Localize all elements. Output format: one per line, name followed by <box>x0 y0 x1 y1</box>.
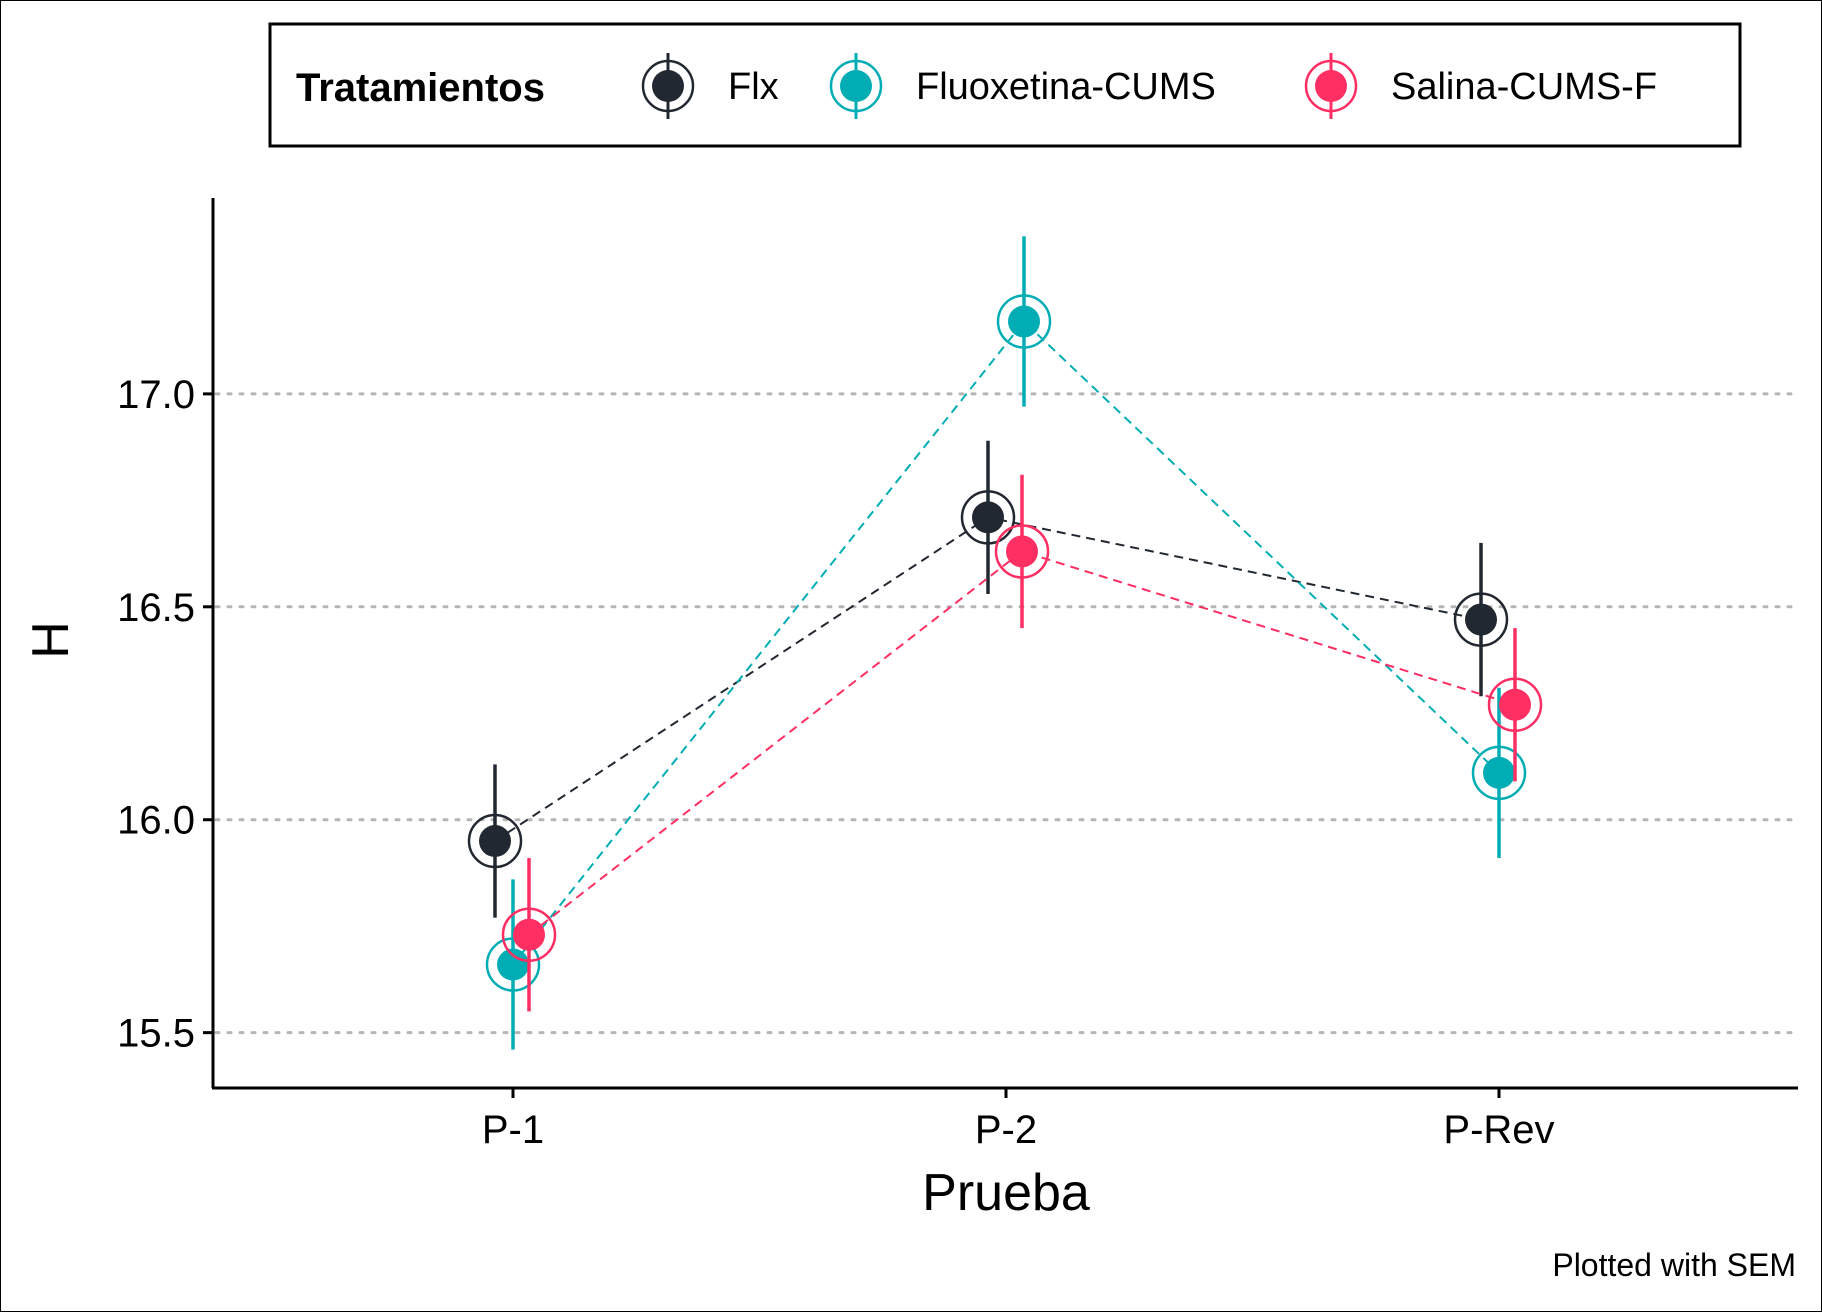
x-ticks: P-1 P-2 P-Rev <box>482 1088 1555 1152</box>
legend-key-ring <box>1304 59 1358 113</box>
data-point <box>513 918 545 951</box>
legend-key-point <box>652 70 684 102</box>
y-tick-label: 16.5 <box>117 586 195 630</box>
data-point <box>972 501 1004 534</box>
legend-item: Fluoxetina-CUMS <box>829 53 1216 119</box>
series-line <box>528 550 1516 936</box>
series-line <box>512 320 1500 966</box>
y-tick-label: 15.5 <box>117 1012 195 1056</box>
legend-label: Flx <box>728 66 779 108</box>
legend-label: Fluoxetina-CUMS <box>916 66 1216 108</box>
y-tick-label: 16.0 <box>117 799 195 843</box>
legend-key-point <box>840 70 872 102</box>
legend-box <box>268 22 1742 148</box>
data-point <box>1483 756 1515 789</box>
x-axis-title: Prueba <box>922 1164 1090 1222</box>
y-axis-title: H <box>22 621 80 659</box>
legend-title: Tratamientos <box>296 66 545 110</box>
data-point <box>1499 688 1531 721</box>
gridlines <box>214 392 1800 1035</box>
legend-item: Salina-CUMS-F <box>1304 53 1657 119</box>
series-1 <box>485 236 1527 1050</box>
series-2 <box>501 474 1543 1012</box>
x-tick-label: P-1 <box>482 1108 544 1152</box>
y-tick-label: 17.0 <box>117 373 195 417</box>
x-tick-label: P-Rev <box>1443 1108 1554 1152</box>
series-layer <box>467 236 1543 1050</box>
data-point <box>1008 305 1040 338</box>
data-point-ring <box>467 813 523 869</box>
data-point-ring <box>1487 677 1543 732</box>
legend-label: Salina-CUMS-F <box>1391 66 1657 108</box>
data-point-ring <box>994 524 1050 579</box>
data-point-ring <box>1453 592 1509 647</box>
x-tick-label: P-2 <box>975 1108 1037 1152</box>
data-point-ring <box>960 490 1016 545</box>
data-point <box>497 948 529 981</box>
legend-key-ring <box>829 59 883 113</box>
y-ticks: 15.5 16.0 16.5 17.0 <box>117 373 213 1056</box>
legend-items: Flx Fluoxetina-CUMS Salina-CUMS-F <box>641 53 1657 119</box>
legend: Tratamientos Flx Fluoxetina-CUMS Salina-CU… <box>268 22 1742 148</box>
legend-key-ring <box>641 59 695 113</box>
data-point-ring <box>1471 745 1527 801</box>
data-point <box>479 825 511 858</box>
data-point <box>1465 603 1497 636</box>
data-point-ring <box>485 937 541 992</box>
caption: Plotted with SEM <box>1552 1247 1796 1283</box>
legend-key-point <box>1315 70 1347 102</box>
series-0 <box>467 440 1509 918</box>
data-point <box>1006 535 1038 568</box>
data-point-ring <box>501 907 557 962</box>
data-point-ring <box>996 294 1052 349</box>
legend-item: Flx <box>641 53 779 119</box>
